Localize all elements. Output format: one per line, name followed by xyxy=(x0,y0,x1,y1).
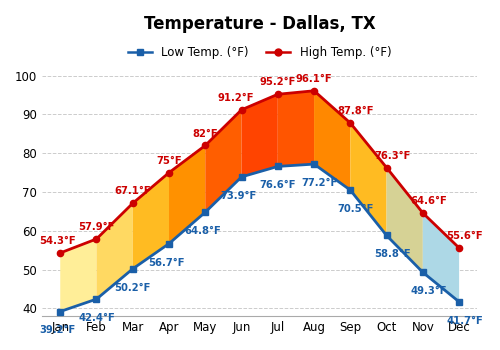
Text: 96.1°F: 96.1°F xyxy=(296,74,333,84)
Polygon shape xyxy=(278,91,314,166)
Text: 55.6°F: 55.6°F xyxy=(446,231,483,241)
Polygon shape xyxy=(423,213,459,302)
Polygon shape xyxy=(386,168,423,272)
Text: 76.6°F: 76.6°F xyxy=(260,180,296,190)
Text: 82°F: 82°F xyxy=(192,128,218,139)
Text: 58.8°F: 58.8°F xyxy=(374,249,410,259)
Text: 76.3°F: 76.3°F xyxy=(374,150,410,161)
Text: 64.8°F: 64.8°F xyxy=(184,226,221,236)
Text: 56.7°F: 56.7°F xyxy=(148,258,184,267)
Polygon shape xyxy=(133,173,169,269)
Text: 39.2°F: 39.2°F xyxy=(40,326,76,335)
Text: 54.3°F: 54.3°F xyxy=(39,236,76,246)
Polygon shape xyxy=(242,94,278,177)
Text: 67.1°F: 67.1°F xyxy=(114,186,151,196)
Title: Temperature - Dallas, TX: Temperature - Dallas, TX xyxy=(144,15,376,33)
Polygon shape xyxy=(314,91,350,190)
Polygon shape xyxy=(169,146,205,244)
Text: 50.2°F: 50.2°F xyxy=(114,283,151,293)
Text: 77.2°F: 77.2°F xyxy=(302,178,338,188)
Legend: Low Temp. (°F), High Temp. (°F): Low Temp. (°F), High Temp. (°F) xyxy=(124,42,396,64)
Text: 42.4°F: 42.4°F xyxy=(78,313,115,323)
Polygon shape xyxy=(206,110,242,212)
Text: 91.2°F: 91.2°F xyxy=(218,93,254,103)
Text: 87.8°F: 87.8°F xyxy=(338,106,374,116)
Polygon shape xyxy=(60,239,96,312)
Text: 70.5°F: 70.5°F xyxy=(338,204,374,214)
Text: 41.7°F: 41.7°F xyxy=(446,316,483,326)
Text: 73.9°F: 73.9°F xyxy=(220,191,257,201)
Polygon shape xyxy=(350,123,386,236)
Text: 95.2°F: 95.2°F xyxy=(260,77,296,87)
Text: 64.6°F: 64.6°F xyxy=(410,196,447,206)
Polygon shape xyxy=(96,203,133,299)
Text: 57.9°F: 57.9°F xyxy=(78,222,114,232)
Text: 75°F: 75°F xyxy=(156,156,182,166)
Text: 49.3°F: 49.3°F xyxy=(410,286,447,296)
